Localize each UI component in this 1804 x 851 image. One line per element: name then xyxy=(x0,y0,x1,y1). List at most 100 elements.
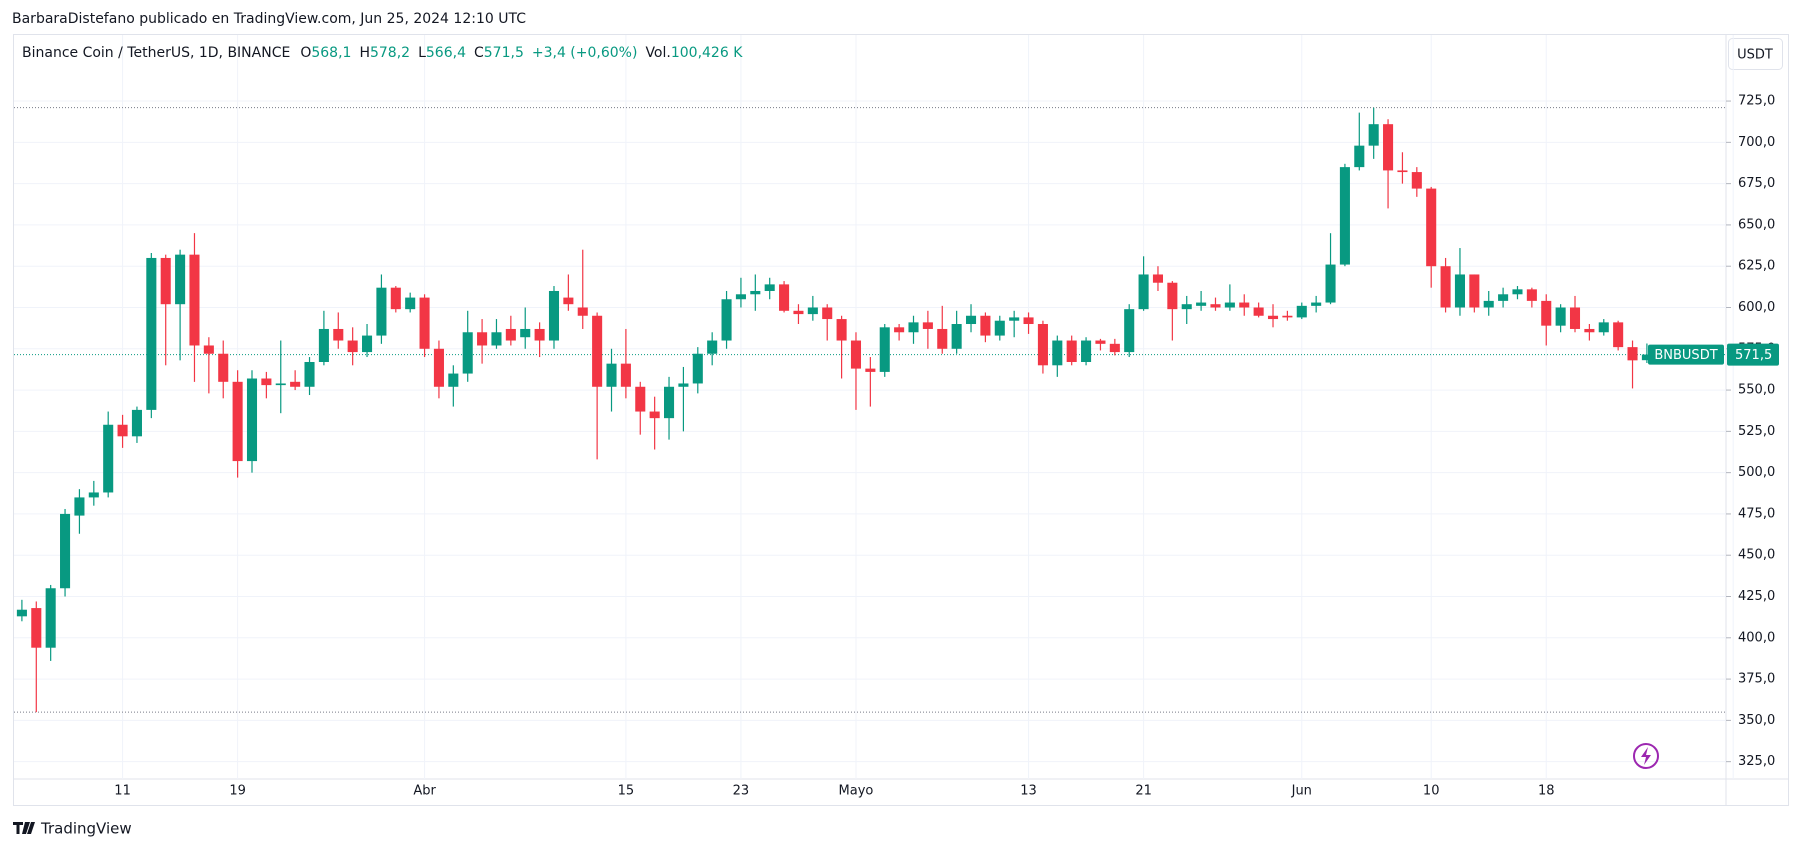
candle-body xyxy=(419,297,430,349)
footer: TradingView xyxy=(40,820,132,838)
candle-body xyxy=(764,284,775,291)
candle-body xyxy=(1037,324,1048,366)
candle-body xyxy=(31,608,42,648)
candle-body xyxy=(1167,282,1178,310)
lightning-bolt xyxy=(1641,747,1651,765)
candle-body xyxy=(1109,343,1120,353)
candle-body xyxy=(448,373,459,387)
candle-body xyxy=(1196,302,1207,306)
candle-body xyxy=(16,609,27,617)
candles xyxy=(16,107,1652,713)
candle-body xyxy=(203,345,214,354)
candle-body xyxy=(189,254,200,346)
candle-body xyxy=(232,381,243,462)
candle-body xyxy=(1469,274,1480,308)
candle-body xyxy=(1181,304,1192,310)
candle-body xyxy=(462,332,473,374)
candle-body xyxy=(793,310,804,315)
candle-body xyxy=(175,254,186,305)
candle-body xyxy=(390,287,401,310)
y-tick-label: 450,0 xyxy=(1738,548,1775,563)
candle-body xyxy=(1311,302,1322,306)
y-tick-label: 325,0 xyxy=(1738,754,1775,769)
candle-body xyxy=(1411,172,1422,189)
candle-body xyxy=(879,327,890,372)
candle-body xyxy=(592,315,603,387)
candle-body xyxy=(980,315,991,336)
candle-body xyxy=(721,299,732,341)
candle-body xyxy=(246,378,258,462)
candle-body xyxy=(865,368,876,372)
candle-body xyxy=(1641,354,1652,361)
y-tick-label: 400,0 xyxy=(1738,630,1775,645)
candle-body xyxy=(60,513,71,589)
candle-body xyxy=(850,340,862,369)
candle-body xyxy=(1598,322,1609,333)
candle-body xyxy=(1569,307,1581,329)
y-tick-label: 500,0 xyxy=(1738,465,1775,480)
candle-body xyxy=(822,307,833,320)
candle-body xyxy=(620,363,631,387)
candle-body xyxy=(1498,294,1509,301)
candle-body xyxy=(304,361,315,387)
currency-button-label: USDT xyxy=(1737,48,1773,63)
candle-body xyxy=(103,424,114,493)
candle-body xyxy=(1009,317,1020,321)
candle-body xyxy=(1383,124,1394,171)
candle-body xyxy=(1339,167,1350,265)
candle-body xyxy=(577,307,588,316)
candle-body xyxy=(908,322,919,333)
legend-label: H xyxy=(359,45,370,61)
candle-body xyxy=(74,497,85,516)
lightning-icon[interactable] xyxy=(1633,743,1659,769)
candle-body xyxy=(218,353,229,382)
candle-body xyxy=(663,386,675,419)
candle-body xyxy=(1253,307,1264,316)
candle-body xyxy=(1483,300,1494,308)
candle-body xyxy=(750,290,761,295)
candle-body xyxy=(678,383,689,387)
candle-body xyxy=(1627,347,1638,361)
legend-label: L xyxy=(418,45,426,61)
x-tick-label: 10 xyxy=(1423,784,1440,799)
candle-body xyxy=(520,328,531,338)
candle-body xyxy=(505,328,516,341)
y-tick-label: 525,0 xyxy=(1738,424,1775,439)
candle-body xyxy=(1052,340,1063,366)
candle-body xyxy=(894,327,905,333)
candle-body xyxy=(692,353,703,384)
candle-body xyxy=(779,284,790,311)
candle-body xyxy=(376,287,387,336)
y-tick-label: 600,0 xyxy=(1738,300,1775,315)
x-tick-label: Jun xyxy=(1291,784,1312,799)
candle-body xyxy=(951,324,962,349)
grid xyxy=(14,35,1734,779)
candle-body xyxy=(1224,302,1235,308)
x-tick-label: 13 xyxy=(1020,784,1037,799)
x-tick-label: 15 xyxy=(618,784,635,799)
chart-frame xyxy=(13,34,1789,806)
legend-value: 568,1 xyxy=(311,45,351,61)
y-tick-label: 700,0 xyxy=(1738,135,1775,150)
currency-button[interactable] xyxy=(1728,38,1783,70)
candle-body xyxy=(1368,124,1379,146)
candle-body xyxy=(1023,317,1034,325)
y-tick-label: 475,0 xyxy=(1738,506,1775,521)
candle-body xyxy=(477,332,488,346)
candle-body xyxy=(1512,289,1523,295)
x-tick-label: 18 xyxy=(1538,784,1555,799)
legend-value: 578,2 xyxy=(370,45,410,61)
candle-body xyxy=(965,315,977,325)
candle-body xyxy=(735,294,746,300)
y-tick-label: 675,0 xyxy=(1738,176,1775,191)
y-tick-label: 650,0 xyxy=(1738,217,1775,232)
candle-body xyxy=(836,319,847,341)
candle-body xyxy=(146,257,157,410)
candle-body xyxy=(1426,188,1437,267)
candle-body xyxy=(1138,274,1149,310)
legend-value: +3,4 (+0,60%) xyxy=(532,45,638,61)
candle-body xyxy=(405,297,416,310)
y-tick-label: 625,0 xyxy=(1738,259,1775,274)
candle-body xyxy=(1555,307,1566,326)
